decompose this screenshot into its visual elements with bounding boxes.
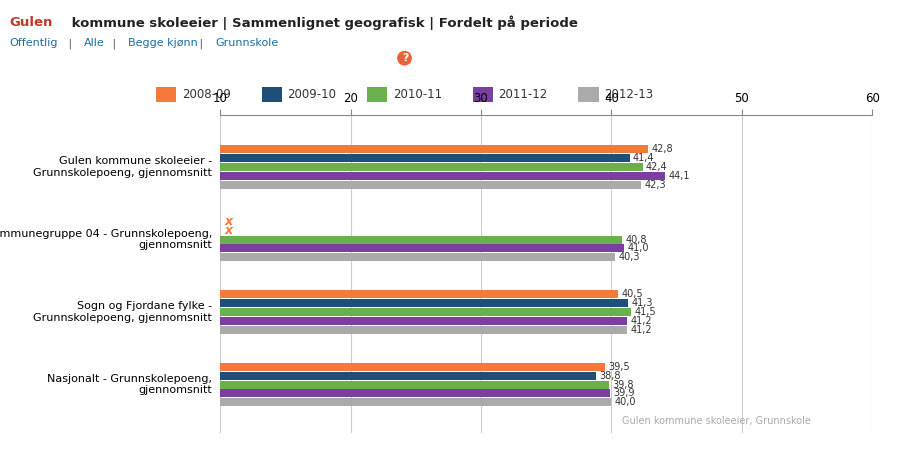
Bar [473,87,493,102]
Bar [220,390,610,397]
Text: Offentlig: Offentlig [9,38,58,48]
Bar [220,235,621,244]
Text: Gulen kommune skoleeier, Grunnskole: Gulen kommune skoleeier, Grunnskole [621,416,811,426]
Text: 41,3: 41,3 [632,298,653,308]
Bar [220,181,642,189]
Bar [220,163,643,171]
Text: 41,2: 41,2 [631,325,652,335]
Bar [367,87,387,102]
Text: 42,4: 42,4 [646,162,667,172]
Text: 41,2: 41,2 [631,316,652,326]
Bar [262,87,282,102]
Text: 38,8: 38,8 [599,371,621,381]
Text: 40,5: 40,5 [621,290,643,299]
Text: x: x [224,224,232,237]
Text: Grunnskole: Grunnskole [215,38,278,48]
Bar [220,398,611,406]
Bar [220,253,615,261]
Text: 41,0: 41,0 [628,244,649,253]
Text: 41,5: 41,5 [634,307,655,317]
Bar [220,244,624,253]
Text: 39,9: 39,9 [613,388,635,399]
Text: 40,8: 40,8 [625,235,646,244]
Bar [220,372,596,380]
Bar [220,299,628,307]
Text: 39,8: 39,8 [612,380,633,390]
Bar [156,87,176,102]
Bar [220,308,631,316]
Bar [220,172,665,180]
Text: x: x [224,215,232,228]
Text: 42,3: 42,3 [644,179,666,190]
Text: 44,1: 44,1 [668,171,689,181]
Text: Gulen: Gulen [9,16,52,29]
Text: 2009-10: 2009-10 [287,88,336,101]
Bar [220,317,627,325]
Text: Klikk i diagrammet for å velge andre visningsformer: Klikk i diagrammet for å velge andre vis… [11,51,404,65]
Bar [220,326,627,334]
Bar [220,381,609,389]
Text: 39,5: 39,5 [608,362,630,372]
Text: 40,0: 40,0 [615,397,636,407]
Text: 41,4: 41,4 [633,153,655,163]
Text: 2012-13: 2012-13 [604,88,654,101]
Text: |: | [65,38,76,49]
Text: ?: ? [399,53,409,63]
Text: 2008-09: 2008-09 [182,88,230,101]
Text: 2010-11: 2010-11 [393,88,442,101]
Text: 42,8: 42,8 [651,144,673,154]
Bar [578,87,599,102]
Text: Begge kjønn: Begge kjønn [128,38,197,48]
Text: kommune skoleeier | Sammenlignet geografisk | Fordelt på periode: kommune skoleeier | Sammenlignet geograf… [67,16,578,30]
Text: |: | [196,38,207,49]
Text: 2011-12: 2011-12 [498,88,548,101]
Text: |: | [109,38,119,49]
Text: Alle: Alle [84,38,105,48]
Bar [220,290,618,299]
Bar [220,154,630,162]
Bar [220,363,605,371]
Bar [220,145,648,153]
Text: 40,3: 40,3 [619,252,640,262]
